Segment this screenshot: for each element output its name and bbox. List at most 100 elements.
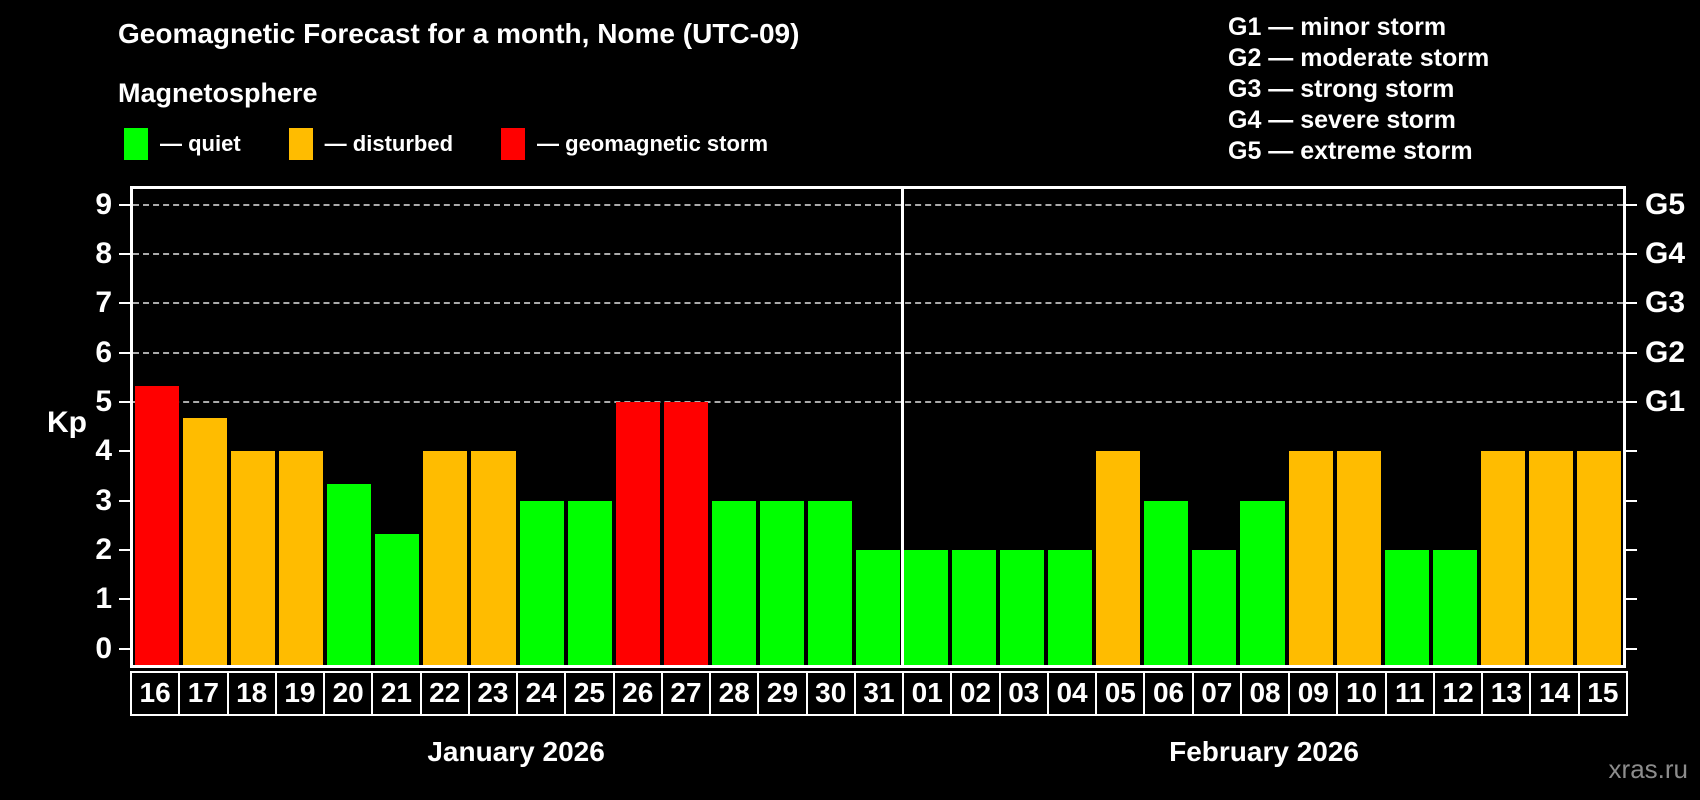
g-legend-line-1: G1 — minor storm [1228,13,1447,41]
y-tick-label-0: 0 [95,631,112,665]
magnetosphere-label: Magnetosphere [118,78,318,108]
kp-level-legend: — quiet — disturbed — geomagnetic storm [124,128,768,160]
y-axis-tick-right-0 [1626,647,1637,650]
kp-bar-day-07 [1192,550,1237,665]
quiet-color-swatch [124,128,148,160]
month-label-january: January 2026 [427,736,605,767]
day-label-11: 11 [1384,671,1435,716]
y-tick-label-7: 7 [95,286,112,320]
storm-color-swatch [501,128,526,160]
page-title: Geomagnetic Forecast for a month, Nome (… [118,18,800,49]
kp-bar-day-08 [1240,500,1285,665]
day-label-18: 18 [226,671,277,716]
y-axis-tick-right-5 [1626,401,1637,404]
g-legend-line-4: G4 — severe storm [1228,106,1456,134]
day-label-24: 24 [516,671,567,716]
day-label-07: 07 [1191,671,1242,716]
y-tick-label-2: 2 [95,533,112,567]
y-axis-tick-left-7 [119,302,130,305]
kp-bar-day-02 [952,550,997,665]
month-label-february: February 2026 [1169,736,1359,767]
legend-label-quiet: — quiet [160,131,241,156]
y-axis-tick-right-9 [1626,203,1637,206]
day-label-25: 25 [564,671,615,716]
day-label-08: 08 [1239,671,1291,716]
day-label-12: 12 [1432,671,1484,716]
kp-bar-day-03 [1000,550,1045,665]
day-label-30: 30 [805,671,856,716]
kp-bar-day-29 [759,500,804,665]
day-label-31: 31 [853,671,905,716]
legend-item-quiet: — quiet [124,128,241,160]
y-axis-tick-left-6 [119,351,130,354]
y-axis-tick-right-4 [1626,450,1637,453]
day-label-05: 05 [1095,671,1146,716]
kp-bar-day-25 [567,500,612,665]
g-tick-label-G2: G2 [1645,335,1686,369]
y-axis-tick-right-3 [1626,499,1637,502]
kp-bar-day-19 [279,451,324,665]
y-tick-label-3: 3 [95,483,112,517]
y-axis-tick-left-5 [119,401,130,404]
y-tick-label-4: 4 [95,434,112,468]
g-legend-line-3: G3 — strong storm [1228,75,1455,103]
kp-bar-day-24 [519,500,564,665]
kp-bar-day-20 [327,484,372,665]
gridline-kp-7 [133,302,1623,305]
kp-bar-day-05 [1096,451,1141,665]
gridline-kp-9 [133,203,1623,206]
g-legend-line-2: G2 — moderate storm [1228,44,1490,72]
kp-bar-day-22 [423,451,468,665]
g-scale-legend: G1 — minor storm G2 — moderate storm G3 — … [1228,12,1489,167]
y-axis-title: Kp [47,406,87,439]
day-label-02: 02 [950,671,1001,716]
y-axis-tick-left-9 [119,203,130,206]
y-axis-tick-left-1 [119,598,130,601]
day-label-10: 10 [1336,671,1387,716]
kp-bar-day-17 [183,418,228,665]
y-axis-tick-left-2 [119,549,130,552]
g-legend-line-5: G5 — extreme storm [1228,137,1473,165]
day-label-03: 03 [998,671,1049,716]
kp-bar-day-09 [1288,451,1333,665]
kp-bar-day-11 [1384,550,1429,665]
y-axis-tick-right-1 [1626,598,1637,601]
kp-bar-day-04 [1048,550,1093,665]
kp-bar-day-13 [1480,451,1525,665]
day-label-09: 09 [1288,671,1339,716]
kp-bar-day-21 [375,533,420,665]
kp-bar-day-31 [855,550,901,665]
legend-label-storm: — geomagnetic storm [537,131,769,156]
day-label-22: 22 [419,671,470,716]
y-axis-tick-left-4 [119,450,130,453]
day-label-21: 21 [371,671,422,716]
day-label-17: 17 [178,671,229,716]
y-axis-tick-right-2 [1626,549,1637,552]
kp-bar-day-27 [663,402,708,665]
legend-item-storm: — geomagnetic storm [501,128,768,160]
day-label-15: 15 [1577,671,1628,716]
g-tick-label-G4: G4 [1645,237,1686,271]
legend-item-disturbed: — disturbed [288,128,453,160]
y-axis-tick-right-8 [1626,253,1637,256]
kp-bar-day-30 [807,500,852,665]
g-tick-label-G5: G5 [1645,187,1686,221]
y-tick-label-1: 1 [95,582,112,616]
y-tick-label-6: 6 [95,335,112,369]
day-label-14: 14 [1529,671,1580,716]
day-label-19: 19 [274,671,326,716]
day-label-06: 06 [1143,671,1194,716]
gridline-kp-6 [133,351,1623,354]
day-label-26: 26 [612,671,663,716]
day-label-01: 01 [902,671,953,716]
day-label-16: 16 [130,671,181,716]
kp-bar-day-28 [711,500,756,665]
gridline-kp-8 [133,253,1623,256]
g-tick-label-G1: G1 [1645,385,1686,419]
y-tick-label-8: 8 [95,237,112,271]
kp-bar-day-26 [615,402,660,665]
day-label-28: 28 [709,671,760,716]
y-tick-label-9: 9 [95,187,112,221]
kp-bar-day-23 [471,451,516,665]
month-separator-line [900,189,904,665]
